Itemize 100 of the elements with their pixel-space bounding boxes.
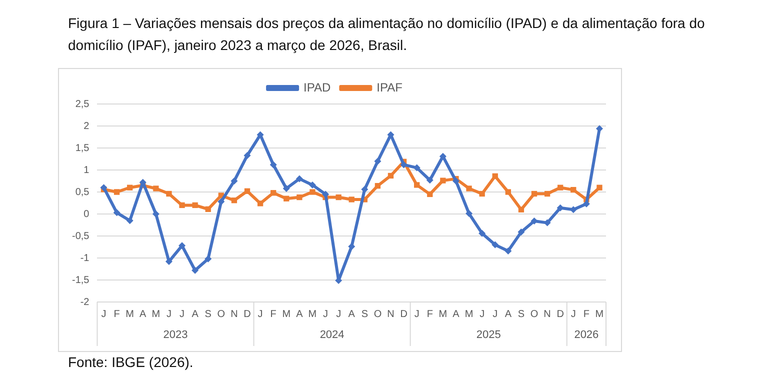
point — [544, 219, 551, 226]
point — [270, 190, 276, 196]
point — [452, 178, 460, 184]
x-tick-label: J — [101, 308, 106, 320]
point — [166, 190, 172, 197]
chart-title: Figura 1 – Variações mensais dos preços da alimentação no domicílio (IPAD) e da alimentação fora do domicílio (IPAF), janeiro 2023 a março de 2026, Brasil. — [68, 14, 706, 55]
x-tick-label: J — [570, 308, 576, 320]
y-tick-label: 1,5 — [75, 142, 90, 154]
point — [388, 172, 394, 179]
point — [284, 196, 290, 202]
point — [440, 178, 446, 184]
point — [205, 206, 211, 212]
x-tick-label: J — [414, 308, 420, 320]
x-tick-label: J — [258, 308, 263, 320]
point — [336, 194, 342, 200]
point — [244, 188, 250, 194]
y-tick-label: 0,5 — [75, 186, 90, 198]
point — [374, 158, 382, 165]
point — [374, 183, 381, 189]
x-tick-label: S — [204, 308, 212, 320]
point — [427, 191, 433, 198]
point — [113, 209, 120, 216]
source-note: Fonte: IBGE (2026). — [68, 354, 194, 370]
point — [100, 184, 108, 192]
x-tick-label: A — [140, 308, 147, 320]
point — [296, 175, 303, 182]
point — [558, 184, 564, 190]
point — [414, 182, 420, 188]
x-tick-label: M — [464, 308, 474, 320]
y-tick-label: 0 — [84, 208, 90, 220]
x-tick-label: D — [556, 308, 564, 320]
point — [505, 189, 511, 195]
point — [244, 152, 251, 159]
x-tick-label: F — [426, 308, 433, 320]
y-tick-label: 2,5 — [75, 98, 90, 110]
point — [570, 186, 576, 193]
x-tick-label: N — [230, 308, 238, 320]
x-tick-label: J — [336, 308, 342, 320]
x-tick-label: J — [480, 308, 485, 320]
x-tick-label: F — [583, 308, 590, 320]
legend-label: IPAF — [376, 80, 402, 94]
point — [230, 178, 238, 184]
x-tick-label: O — [217, 308, 226, 320]
point — [127, 184, 133, 190]
x-tick-label: D — [244, 308, 251, 320]
x-tick-label: J — [492, 308, 498, 320]
point — [282, 184, 290, 192]
y-tick-label: -0,5 — [72, 230, 90, 242]
point — [413, 164, 420, 172]
point — [231, 198, 238, 204]
point — [596, 184, 602, 190]
point — [114, 189, 120, 195]
point — [544, 190, 550, 197]
x-tick-label: M — [595, 308, 604, 320]
x-tick-label: M — [308, 308, 317, 320]
x-tick-label: M — [438, 308, 448, 320]
y-tick-label: 2 — [84, 120, 90, 132]
point — [257, 200, 264, 206]
x-tick-label: J — [180, 308, 185, 320]
point — [179, 202, 185, 208]
point — [310, 189, 316, 195]
point — [556, 204, 564, 212]
text: 2026 — [574, 329, 599, 342]
point — [466, 210, 473, 218]
point — [308, 181, 316, 188]
y-tick-label: -1 — [80, 252, 90, 264]
x-tick-label: D — [400, 308, 408, 320]
x-tick-label: O — [530, 308, 538, 320]
point — [126, 217, 134, 224]
point — [256, 131, 264, 138]
x-tick-label: J — [323, 308, 328, 320]
legend-label: IPAD — [304, 80, 331, 94]
x-tick-label: A — [192, 308, 199, 320]
point — [204, 255, 212, 262]
point — [400, 161, 408, 168]
x-tick-label: A — [348, 308, 356, 320]
point — [492, 173, 498, 179]
x-tick-label: S — [518, 308, 525, 320]
x-tick-label: A — [452, 308, 460, 320]
x-tick-label: A — [504, 308, 512, 320]
point — [478, 230, 486, 237]
point — [152, 210, 160, 218]
point — [270, 161, 277, 168]
text: 2025 — [476, 329, 501, 342]
x-tick-label: M — [126, 308, 134, 320]
point — [153, 186, 159, 192]
point — [492, 241, 499, 248]
point — [361, 186, 368, 193]
point — [348, 243, 356, 250]
y-tick-label: -2 — [80, 296, 90, 308]
x-tick-label: M — [152, 308, 160, 320]
point — [348, 196, 354, 202]
point — [322, 190, 330, 198]
y-tick-label: 1 — [84, 164, 90, 176]
x-tick-label: J — [166, 308, 172, 320]
x-tick-label: N — [387, 308, 394, 320]
x-tick-label: S — [361, 308, 368, 320]
point — [296, 194, 302, 200]
point — [530, 218, 538, 225]
point — [479, 190, 485, 197]
